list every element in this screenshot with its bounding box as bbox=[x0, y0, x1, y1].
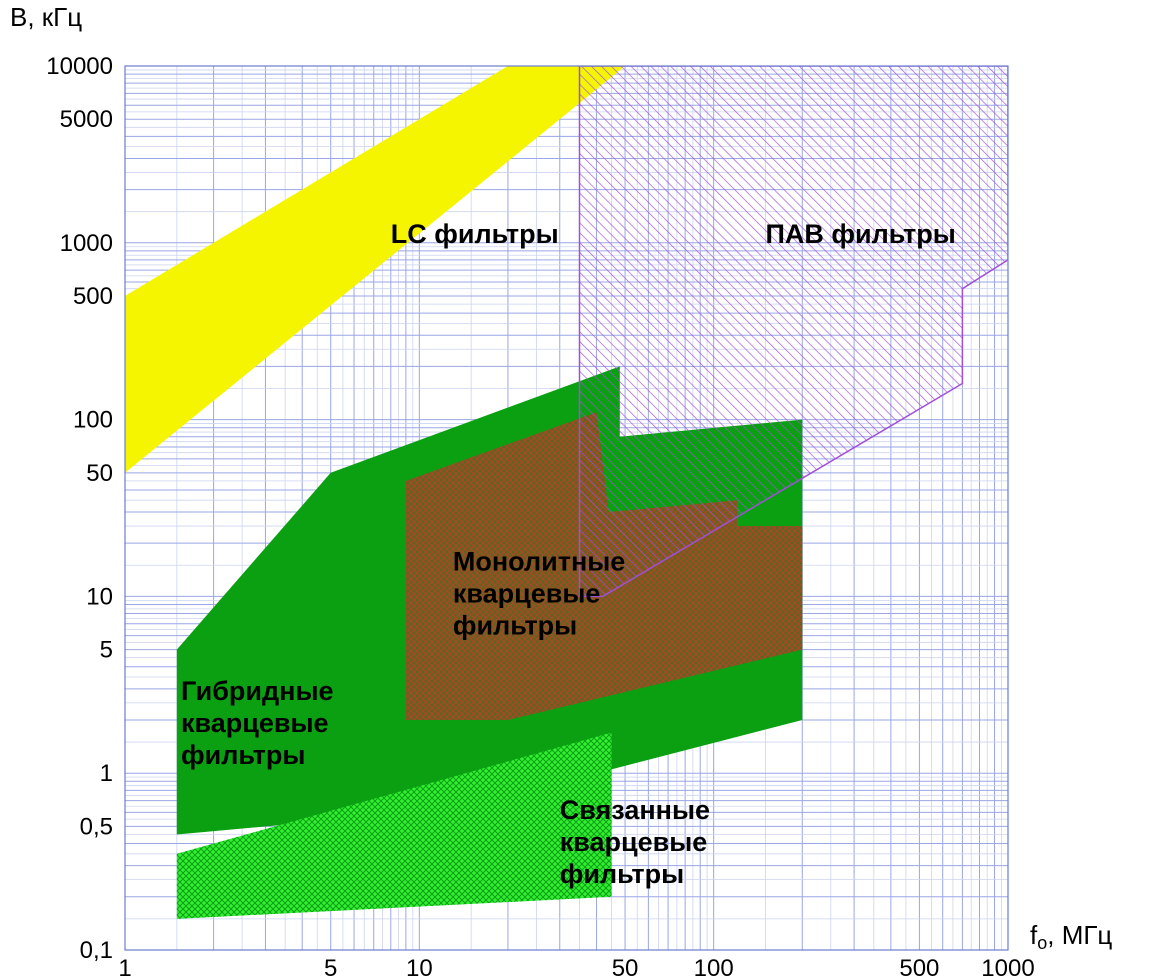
region-label-line: кварцевые bbox=[560, 827, 708, 857]
x-axis-label-subscript: o bbox=[1037, 933, 1047, 953]
x-tick-label: 50 bbox=[612, 955, 639, 979]
region-label-line: Связанные bbox=[560, 795, 710, 825]
region-label-line: кварцевые bbox=[453, 579, 601, 609]
region-label-monolithic: Монолитные кварцевые фильтры bbox=[453, 547, 625, 641]
region-label-hybrid: Гибридные кварцевые фильтры bbox=[181, 676, 334, 770]
y-axis-label: B, кГц bbox=[10, 2, 82, 32]
x-axis-label: fo, МГц bbox=[1030, 920, 1112, 953]
region-label-line: кварцевые bbox=[181, 708, 329, 738]
tick-labels: 1 5 10 50 100 500 1000 0,1 0,5 1 5 10 50 100 500 1000 50… bbox=[46, 53, 1034, 979]
regions bbox=[125, 66, 1008, 919]
region-coupled bbox=[176, 732, 612, 919]
y-tick-label: 50 bbox=[86, 460, 113, 487]
y-tick-label: 100 bbox=[73, 407, 113, 434]
y-tick-label: 1000 bbox=[60, 230, 113, 257]
region-lc bbox=[125, 66, 626, 473]
y-tick-label: 5000 bbox=[60, 106, 113, 133]
x-tick-label: 500 bbox=[899, 955, 939, 979]
y-tick-label: 10000 bbox=[46, 53, 113, 80]
x-tick-label: 10 bbox=[406, 955, 433, 979]
region-label-line: фильтры bbox=[181, 740, 305, 770]
region-label-line: фильтры bbox=[453, 611, 577, 641]
region-label-line: ПАВ фильтры bbox=[765, 219, 955, 249]
plot-frame bbox=[124, 65, 1009, 951]
y-tick-label: 0,5 bbox=[80, 813, 113, 840]
y-tick-label: 500 bbox=[73, 283, 113, 310]
region-label-line: Монолитные bbox=[453, 547, 625, 577]
region-label-saw: ПАВ фильтры bbox=[765, 219, 955, 249]
x-tick-label: 100 bbox=[694, 955, 734, 979]
x-tick-label: 1000 bbox=[981, 955, 1034, 979]
region-saw bbox=[578, 66, 1008, 598]
y-tick-label: 1 bbox=[100, 760, 113, 787]
x-axis-label-unit: , МГц bbox=[1047, 920, 1112, 950]
y-tick-label: 5 bbox=[100, 637, 113, 664]
region-label-line: LC фильтры bbox=[391, 219, 559, 249]
region-label-lc: LC фильтры bbox=[391, 219, 559, 249]
x-tick-label: 1 bbox=[118, 955, 131, 979]
y-tick-label: 10 bbox=[86, 583, 113, 610]
x-tick-label: 5 bbox=[324, 955, 337, 979]
x-axis-label-main: f bbox=[1030, 920, 1038, 950]
region-label-line: Гибридные bbox=[181, 676, 334, 706]
region-label-coupled: Связанные кварцевые фильтры bbox=[560, 795, 710, 889]
y-tick-label: 0,1 bbox=[80, 937, 113, 964]
region-label-line: фильтры bbox=[560, 859, 684, 889]
